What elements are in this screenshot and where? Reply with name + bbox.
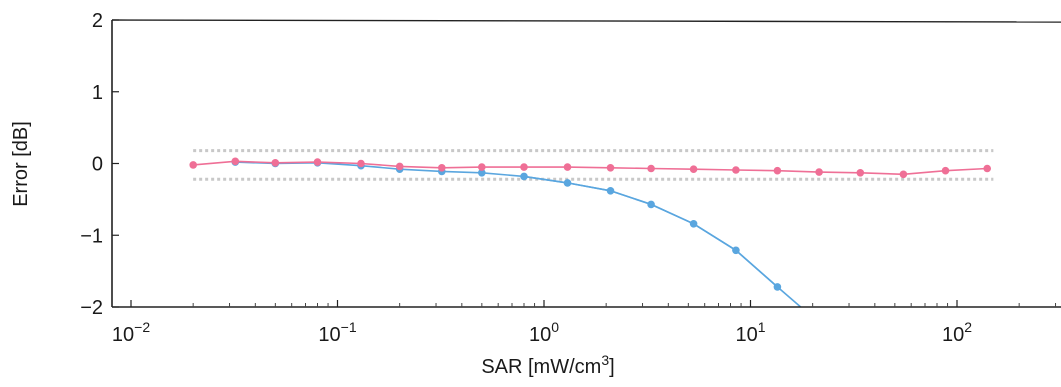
series-1-fit-curve bbox=[523, 175, 802, 308]
y-axis-ticks: 2 1 0 −1 −2 bbox=[80, 10, 119, 319]
series-1-point bbox=[773, 283, 782, 291]
series-1-point bbox=[647, 200, 655, 209]
y-tick-label: 1 bbox=[92, 82, 103, 104]
series-2-point bbox=[689, 165, 698, 173]
x-tick-label: 102 bbox=[942, 319, 972, 346]
series-1-point bbox=[563, 179, 572, 187]
y-tick-label: 2 bbox=[92, 10, 103, 32]
y-tick-label: −1 bbox=[80, 225, 103, 247]
series-points bbox=[189, 157, 991, 291]
series-2-point bbox=[520, 163, 528, 171]
series-2-point bbox=[856, 169, 865, 177]
series-2-point bbox=[189, 161, 197, 169]
series-1-point bbox=[689, 220, 698, 228]
series-2-point bbox=[231, 157, 240, 166]
series-2-point bbox=[271, 159, 280, 167]
series-2-point bbox=[313, 158, 322, 166]
series-2-point bbox=[606, 164, 615, 172]
series-lines bbox=[193, 160, 988, 308]
series-2-point bbox=[773, 166, 782, 175]
series-2-line bbox=[193, 160, 988, 176]
series-2-point bbox=[732, 166, 740, 174]
series-2-point bbox=[941, 166, 950, 175]
series-1-point bbox=[478, 169, 486, 177]
x-axis-ticks: 10−2 10−1 100 101 102 bbox=[112, 300, 1057, 346]
series-2-point bbox=[395, 162, 404, 171]
y-tick-label: 0 bbox=[92, 154, 103, 176]
x-tick-label: 100 bbox=[529, 319, 559, 346]
top-frame-line bbox=[111, 19, 1061, 23]
series-2-point bbox=[563, 163, 572, 171]
reference-bands bbox=[193, 149, 994, 181]
series-2-point bbox=[647, 164, 655, 173]
y-tick-label: −2 bbox=[80, 297, 103, 319]
x-tick-label: 10−1 bbox=[318, 319, 356, 346]
series-1-point bbox=[520, 172, 528, 181]
x-tick-label: 10−2 bbox=[112, 319, 150, 346]
series-2-point bbox=[815, 168, 823, 176]
series-2-point bbox=[438, 164, 446, 172]
series-2-point bbox=[899, 170, 908, 179]
x-tick-label: 101 bbox=[735, 319, 765, 346]
series-1-point bbox=[606, 187, 615, 195]
series-1-point bbox=[732, 246, 740, 255]
y-axis-title: Error [dB] bbox=[10, 121, 32, 207]
x-axis-title: SAR [mW/cm3] bbox=[481, 352, 614, 378]
series-2-point bbox=[983, 164, 991, 173]
series-2-point bbox=[478, 163, 486, 171]
series-2-point bbox=[357, 159, 365, 168]
